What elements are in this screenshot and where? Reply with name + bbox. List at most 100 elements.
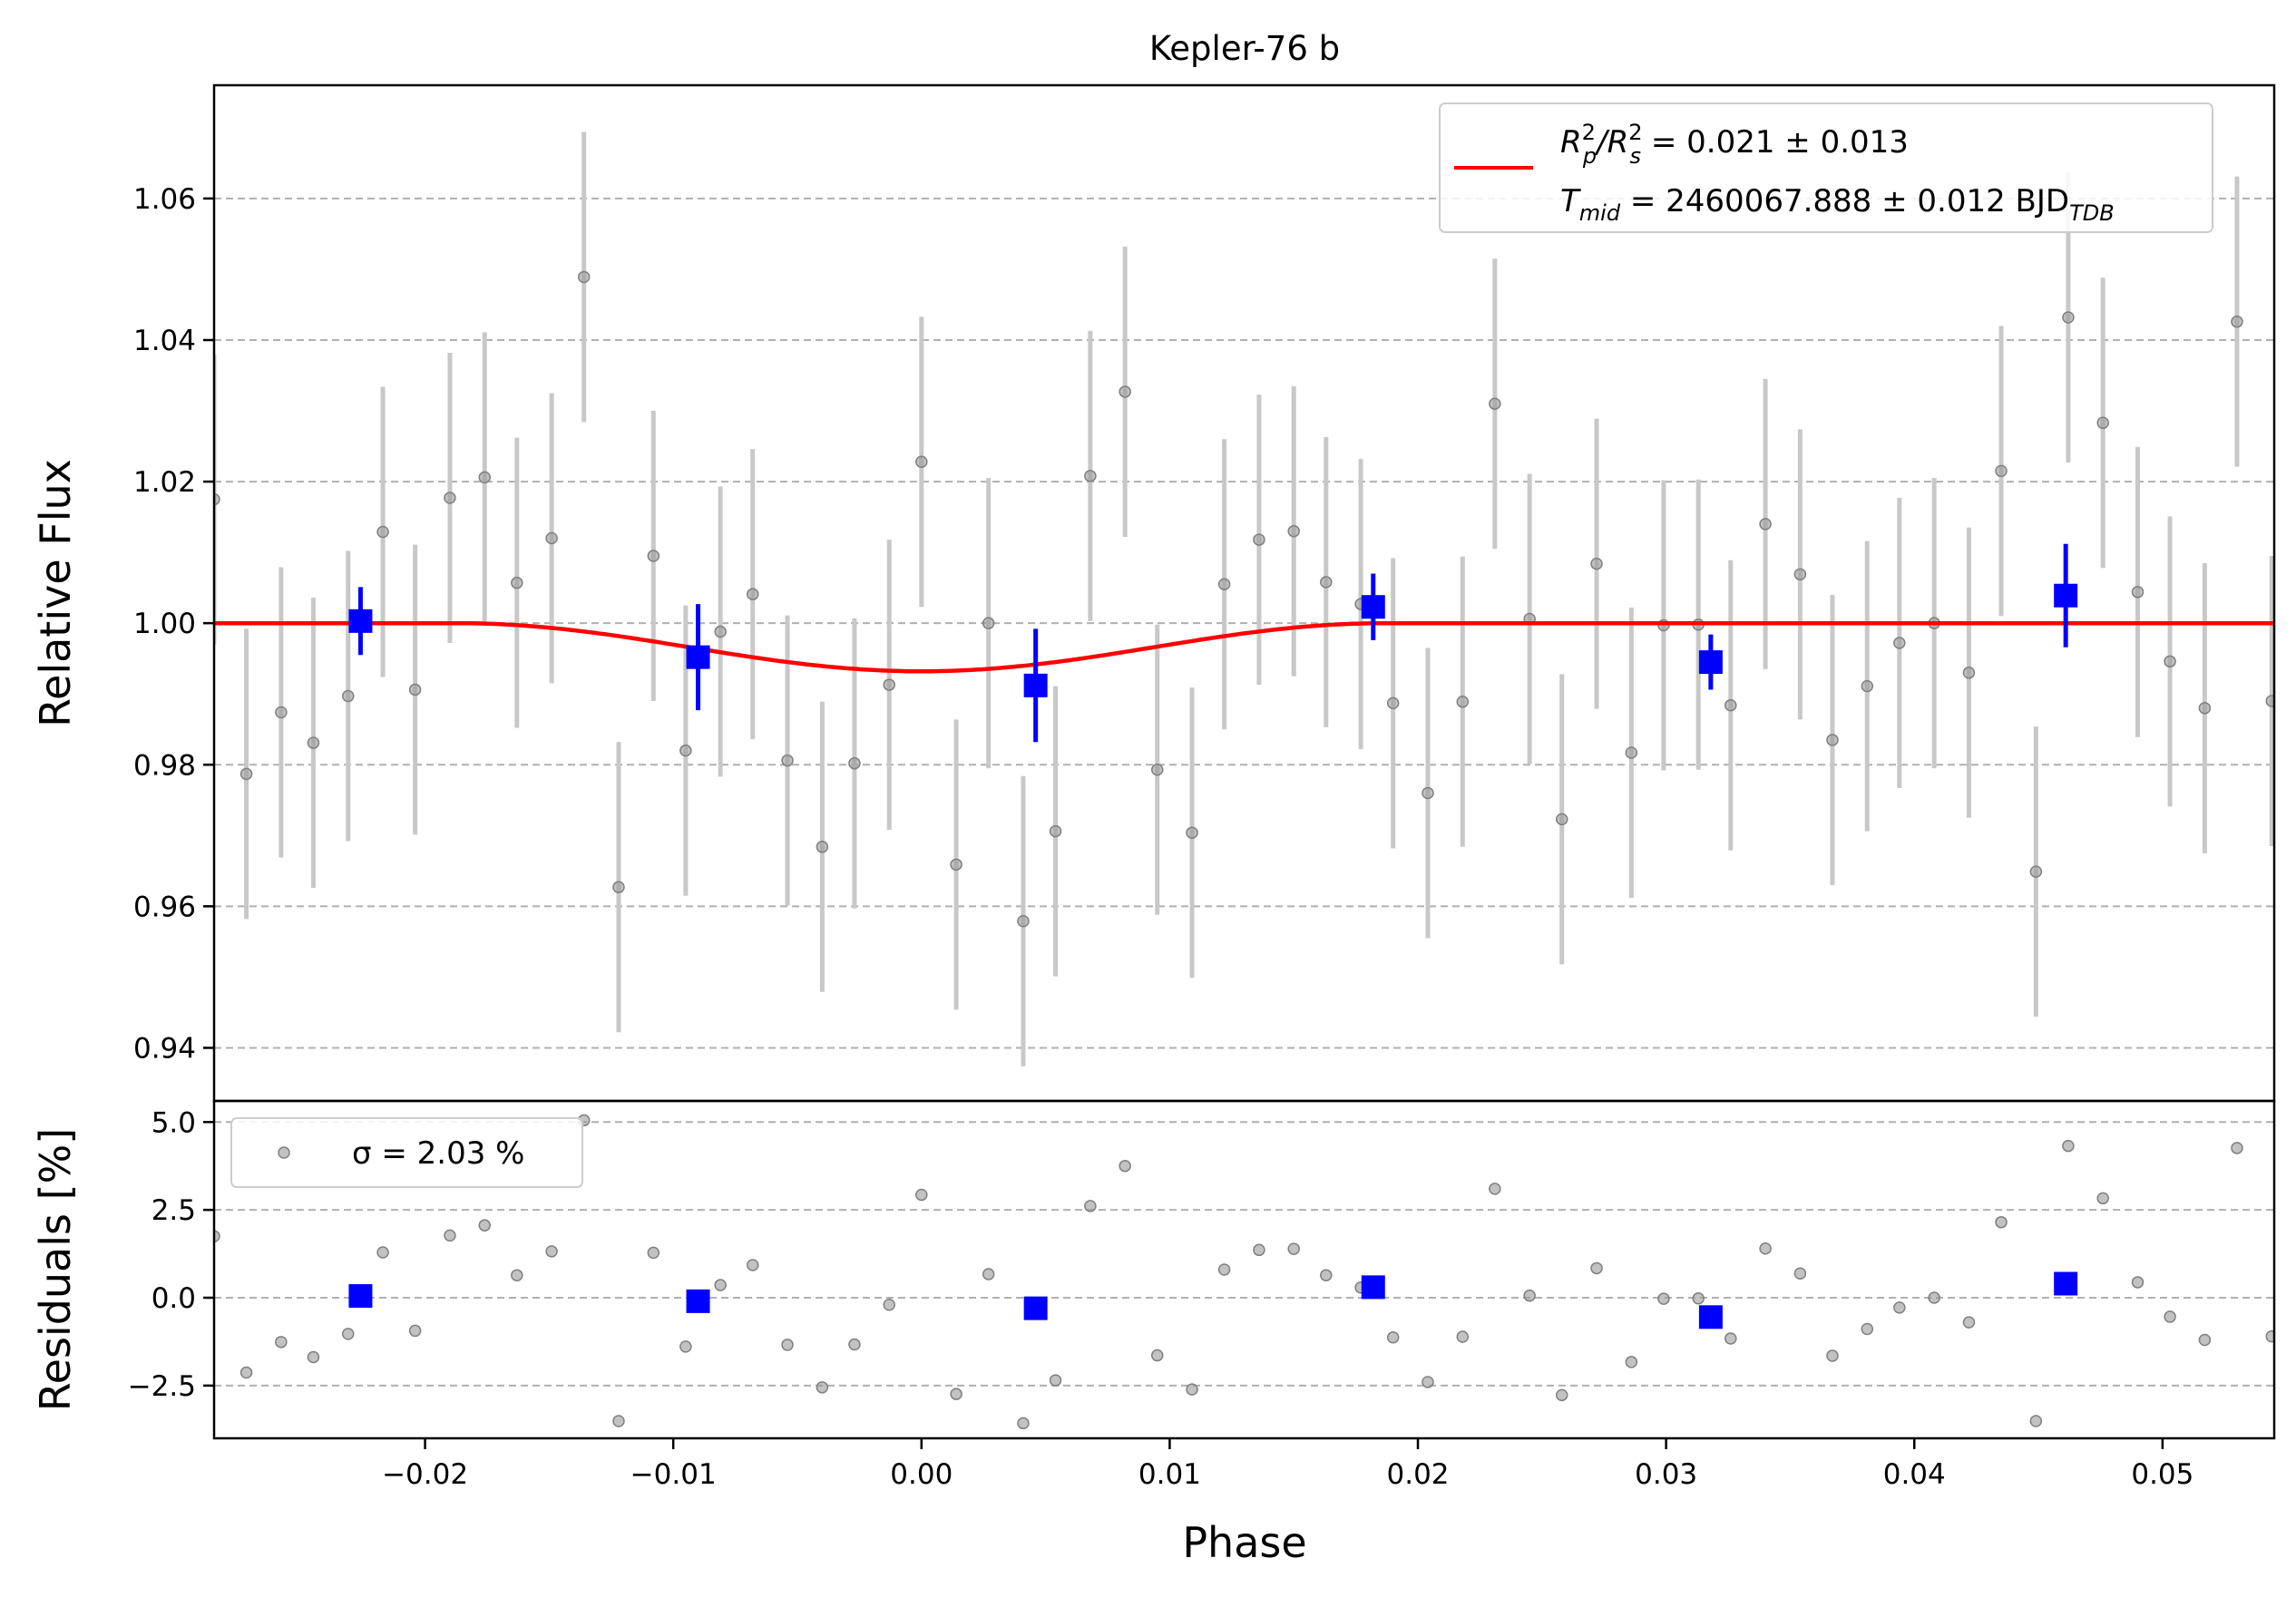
residual-point — [239, 1366, 253, 1379]
residual-point — [214, 1230, 220, 1242]
flux-ytick-label: 0.96 — [133, 891, 196, 923]
residual-point — [511, 1269, 523, 1281]
residual-point — [1320, 1269, 1333, 1281]
raw-point — [214, 492, 220, 506]
raw-point — [1119, 385, 1131, 398]
residual-point — [376, 1246, 389, 1259]
raw-point — [2198, 702, 2212, 715]
residual-point — [1422, 1376, 1434, 1388]
phase-xtick-label: 0.02 — [1387, 1458, 1450, 1491]
residual-point — [307, 1350, 320, 1364]
residual-point — [1456, 1330, 1470, 1343]
raw-point — [408, 683, 422, 696]
raw-point — [1724, 698, 1737, 712]
raw-point — [1386, 696, 1400, 710]
residual-point — [342, 1328, 355, 1340]
legend-mid-time: Tmid = 2460067.888 ± 0.012 BJDTDB — [1560, 183, 2115, 226]
residual-point — [2265, 1329, 2274, 1343]
residual-ytick-label: 5.0 — [151, 1106, 196, 1139]
phase-xtick-label: 0.00 — [890, 1458, 953, 1491]
residual-point — [2131, 1276, 2145, 1289]
residual-point — [1962, 1316, 1976, 1329]
raw-point — [647, 550, 660, 562]
flux-ytick-label: 0.94 — [133, 1032, 196, 1065]
residual-point — [848, 1338, 861, 1351]
raw-point — [2029, 865, 2043, 878]
residual-point — [679, 1340, 692, 1353]
residual-ytick-label: −2.5 — [128, 1370, 196, 1403]
residual-point — [1625, 1356, 1638, 1368]
raw-point — [1861, 679, 1874, 693]
raw-point — [1422, 786, 1434, 800]
residual-point — [612, 1415, 625, 1427]
legend-radius-ratio: R2 p/R2 s = 0.021 ± 0.013 — [1560, 120, 1909, 169]
residual-point — [1995, 1215, 2008, 1229]
transit-model-line — [214, 620, 2274, 674]
residual-point — [1928, 1291, 1940, 1304]
residual-point — [1217, 1263, 1231, 1276]
legend-sigma: σ = 2.03 % — [352, 1135, 524, 1172]
residual-point — [1555, 1388, 1568, 1402]
raw-point — [1456, 696, 1470, 708]
model-legend-box — [1439, 102, 2213, 233]
raw-point — [714, 625, 727, 638]
residual-panel-frame — [212, 1099, 2276, 1440]
residual-point — [816, 1381, 829, 1394]
raw-point — [1793, 568, 1807, 581]
binned-point — [1698, 650, 1723, 675]
residual-point — [1049, 1374, 1062, 1387]
raw-point — [781, 754, 794, 767]
residual-point — [1861, 1322, 1874, 1336]
raw-point — [1759, 518, 1772, 531]
residual-point — [781, 1339, 794, 1351]
raw-point — [1625, 746, 1638, 759]
binned-residual-point — [1023, 1296, 1048, 1320]
residual-point — [478, 1219, 491, 1232]
residual-point — [1150, 1349, 1164, 1362]
raw-point — [1320, 576, 1333, 589]
binned-point — [348, 609, 373, 633]
flux-panel-frame — [212, 83, 2276, 1103]
raw-point — [915, 455, 928, 468]
flux-panel: 0.94 0.96 0.98 1.00 1.02 1.04 1.06 Relative Fl… — [31, 83, 2276, 1103]
flux-ytick-label: 1.06 — [133, 183, 196, 216]
raw-point — [2231, 315, 2243, 328]
raw-point — [577, 270, 591, 284]
raw-point — [1489, 397, 1501, 410]
residual-point — [1253, 1243, 1265, 1257]
raw-point — [1217, 578, 1231, 590]
residual-point — [1657, 1292, 1670, 1305]
raw-point — [2096, 416, 2109, 430]
phase-xtick-label: 0.01 — [1138, 1458, 1201, 1491]
residual-point — [408, 1324, 422, 1338]
flux-ytick-label: 1.04 — [133, 325, 196, 357]
residual-point — [982, 1268, 995, 1281]
binned-point — [1361, 595, 1385, 619]
residual-point — [883, 1299, 895, 1311]
residual-point — [647, 1246, 660, 1260]
raw-point — [376, 525, 389, 539]
raw-point — [2164, 655, 2176, 668]
residual-point — [1084, 1200, 1097, 1212]
binned-residual-point — [348, 1284, 373, 1309]
residual-point — [1386, 1331, 1400, 1344]
raw-point — [1555, 813, 1568, 826]
residual-point — [275, 1336, 288, 1349]
residual-point — [746, 1259, 759, 1271]
residual-point — [444, 1229, 456, 1242]
residual-point — [1186, 1383, 1198, 1396]
raw-point — [444, 492, 456, 504]
raw-point — [1590, 557, 1603, 570]
raw-point — [848, 756, 861, 770]
residual-point — [714, 1279, 727, 1291]
flux-ytick-label: 0.98 — [133, 749, 196, 782]
phase-xtick-label: 0.03 — [1635, 1458, 1697, 1491]
residual-point — [1590, 1261, 1603, 1275]
binned-residual-point — [2054, 1271, 2078, 1296]
residual-point — [1893, 1301, 1906, 1314]
flux-ytick-label: 1.02 — [133, 466, 196, 499]
residual-ytick-label: 2.5 — [151, 1194, 196, 1227]
raw-point — [1826, 734, 1839, 746]
residual-point — [2198, 1333, 2212, 1347]
